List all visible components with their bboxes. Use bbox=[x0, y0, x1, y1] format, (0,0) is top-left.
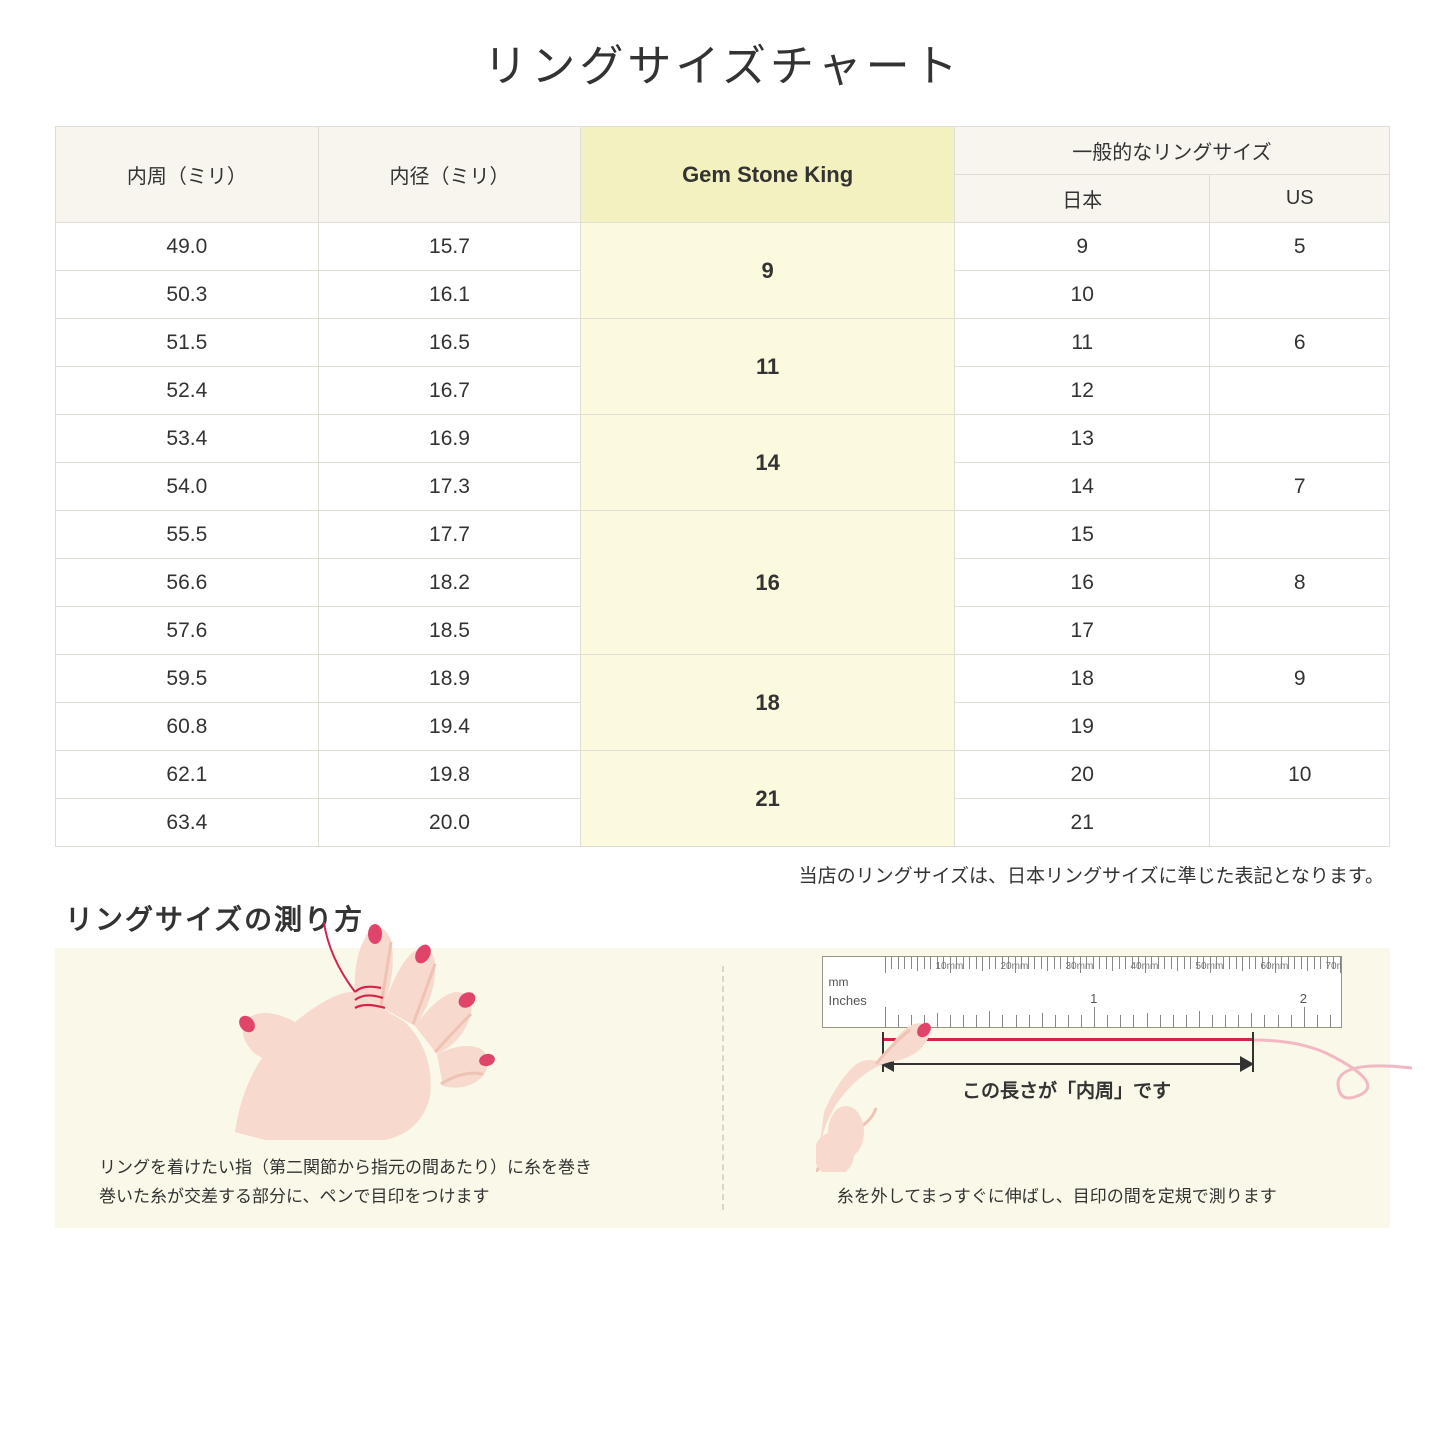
cell-us bbox=[1210, 799, 1390, 847]
cell-us: 5 bbox=[1210, 223, 1390, 271]
cell-circumference: 57.6 bbox=[56, 607, 319, 655]
cell-diameter: 16.5 bbox=[318, 319, 581, 367]
cell-us: 9 bbox=[1210, 655, 1390, 703]
table-row: 51.516.511116 bbox=[56, 319, 1390, 367]
cell-japan: 20 bbox=[954, 751, 1210, 799]
cell-diameter: 17.7 bbox=[318, 511, 581, 559]
ring-size-table: 内周（ミリ） 内径（ミリ） Gem Stone King 一般的なリングサイズ … bbox=[55, 126, 1390, 847]
ruler-mm-unit: mm bbox=[829, 975, 849, 989]
cell-diameter: 19.8 bbox=[318, 751, 581, 799]
cell-japan: 12 bbox=[954, 367, 1210, 415]
cell-us: 6 bbox=[1210, 319, 1390, 367]
col-diameter: 内径（ミリ） bbox=[318, 127, 581, 223]
cell-diameter: 15.7 bbox=[318, 223, 581, 271]
cell-diameter: 16.9 bbox=[318, 415, 581, 463]
cell-us bbox=[1210, 271, 1390, 319]
cell-us bbox=[1210, 607, 1390, 655]
cell-japan: 10 bbox=[954, 271, 1210, 319]
cell-gsk: 21 bbox=[581, 751, 955, 847]
cell-us bbox=[1210, 511, 1390, 559]
cell-us bbox=[1210, 367, 1390, 415]
cell-us bbox=[1210, 415, 1390, 463]
table-note: 当店のリングサイズは、日本リングサイズに準じた表記となります。 bbox=[55, 861, 1384, 888]
cell-japan: 15 bbox=[954, 511, 1210, 559]
cell-us bbox=[1210, 703, 1390, 751]
cell-circumference: 56.6 bbox=[56, 559, 319, 607]
cell-circumference: 55.5 bbox=[56, 511, 319, 559]
cell-circumference: 62.1 bbox=[56, 751, 319, 799]
cell-gsk: 14 bbox=[581, 415, 955, 511]
cell-japan: 16 bbox=[954, 559, 1210, 607]
cell-us: 10 bbox=[1210, 751, 1390, 799]
ruler-mm-label: 60mm bbox=[1261, 961, 1289, 972]
cell-japan: 19 bbox=[954, 703, 1210, 751]
table-row: 59.518.918189 bbox=[56, 655, 1390, 703]
ruler-inch-label: 2 bbox=[1300, 991, 1307, 1006]
cell-gsk: 11 bbox=[581, 319, 955, 415]
ruler-mm-label: 70mm bbox=[1326, 961, 1342, 972]
step1-line2: 巻いた糸が交差する部分に、ペンで目印をつけます bbox=[99, 1187, 490, 1206]
cell-diameter: 18.2 bbox=[318, 559, 581, 607]
cell-diameter: 18.5 bbox=[318, 607, 581, 655]
cell-gsk: 9 bbox=[581, 223, 955, 319]
cell-diameter: 18.9 bbox=[318, 655, 581, 703]
table-row: 53.416.91413 bbox=[56, 415, 1390, 463]
cell-japan: 14 bbox=[954, 463, 1210, 511]
measure-step-1: リングを着けたい指（第二関節から指元の間あたり）に糸を巻き 巻いた糸が交差する部… bbox=[55, 948, 722, 1228]
cell-gsk: 18 bbox=[581, 655, 955, 751]
cell-circumference: 52.4 bbox=[56, 367, 319, 415]
cell-circumference: 50.3 bbox=[56, 271, 319, 319]
cell-japan: 17 bbox=[954, 607, 1210, 655]
cell-us: 7 bbox=[1210, 463, 1390, 511]
cell-japan: 18 bbox=[954, 655, 1210, 703]
ruler-inch-unit: Inches bbox=[829, 993, 867, 1008]
cell-circumference: 54.0 bbox=[56, 463, 319, 511]
ruler-mm-label: 10mm bbox=[936, 961, 964, 972]
cell-circumference: 63.4 bbox=[56, 799, 319, 847]
cell-diameter: 16.7 bbox=[318, 367, 581, 415]
col-circumference: 内周（ミリ） bbox=[56, 127, 319, 223]
step1-caption: リングを着けたい指（第二関節から指元の間あたり）に糸を巻き 巻いた糸が交差する部… bbox=[99, 1154, 702, 1212]
page-title: リングサイズチャート bbox=[55, 30, 1390, 94]
ruler-mm-label: 30mm bbox=[1066, 961, 1094, 972]
thread-curl bbox=[1242, 1016, 1422, 1106]
cell-circumference: 60.8 bbox=[56, 703, 319, 751]
cell-circumference: 49.0 bbox=[56, 223, 319, 271]
col-japan: 日本 bbox=[954, 175, 1210, 223]
hand-point-illustration bbox=[816, 1012, 956, 1172]
col-general-group: 一般的なリングサイズ bbox=[954, 127, 1389, 175]
measure-step-2: mm Inches 10mm 20mm 30mm 40mm 50mm 60mm 70mm 1 2… bbox=[724, 948, 1391, 1228]
cell-circumference: 51.5 bbox=[56, 319, 319, 367]
hand-wrap-illustration bbox=[205, 922, 505, 1142]
col-gsk: Gem Stone King bbox=[581, 127, 955, 223]
measure-panel: リングを着けたい指（第二関節から指元の間あたり）に糸を巻き 巻いた糸が交差する部… bbox=[55, 948, 1390, 1228]
cell-circumference: 59.5 bbox=[56, 655, 319, 703]
ruler-mm-label: 40mm bbox=[1131, 961, 1159, 972]
cell-diameter: 20.0 bbox=[318, 799, 581, 847]
cell-diameter: 19.4 bbox=[318, 703, 581, 751]
ruler-group: mm Inches 10mm 20mm 30mm 40mm 50mm 60mm 70mm 1 2… bbox=[822, 956, 1342, 1028]
cell-gsk: 16 bbox=[581, 511, 955, 655]
table-row: 62.119.8212010 bbox=[56, 751, 1390, 799]
ruler-mm-label: 20mm bbox=[1001, 961, 1029, 972]
table-row: 55.517.71615 bbox=[56, 511, 1390, 559]
col-us: US bbox=[1210, 175, 1390, 223]
step1-line1: リングを着けたい指（第二関節から指元の間あたり）に糸を巻き bbox=[99, 1158, 592, 1177]
table-row: 49.015.7995 bbox=[56, 223, 1390, 271]
ruler-inch-label: 1 bbox=[1090, 991, 1097, 1006]
cell-us: 8 bbox=[1210, 559, 1390, 607]
cell-circumference: 53.4 bbox=[56, 415, 319, 463]
step2-caption: 糸を外してまっすぐに伸ばし、目印の間を定規で測ります bbox=[724, 1183, 1391, 1212]
ruler-mm-label: 50mm bbox=[1196, 961, 1224, 972]
cell-diameter: 16.1 bbox=[318, 271, 581, 319]
cell-japan: 9 bbox=[954, 223, 1210, 271]
cell-japan: 11 bbox=[954, 319, 1210, 367]
cell-diameter: 17.3 bbox=[318, 463, 581, 511]
cell-japan: 21 bbox=[954, 799, 1210, 847]
cell-japan: 13 bbox=[954, 415, 1210, 463]
